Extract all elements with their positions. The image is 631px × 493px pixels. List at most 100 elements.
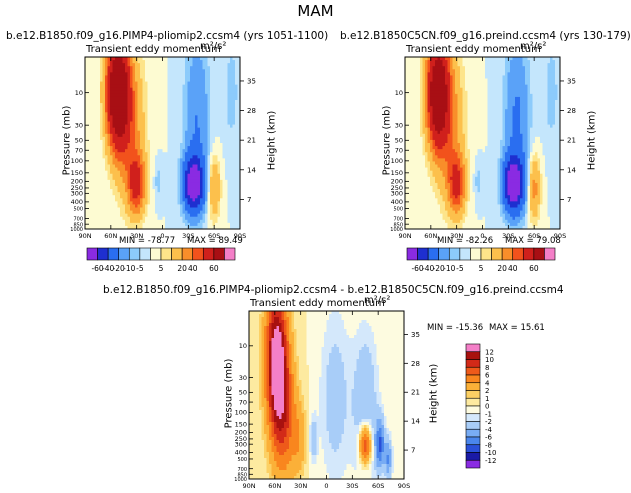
field-cell bbox=[235, 152, 238, 156]
field-cell bbox=[110, 222, 113, 227]
field-cell bbox=[95, 75, 98, 79]
field-cell bbox=[162, 124, 166, 129]
field-cell bbox=[457, 204, 461, 208]
field-cell bbox=[110, 167, 113, 172]
field-cell bbox=[460, 118, 463, 122]
field-cell bbox=[227, 139, 231, 144]
field-cell bbox=[152, 127, 156, 132]
field-cell bbox=[122, 161, 126, 165]
field-cell bbox=[462, 96, 466, 101]
field-cell bbox=[105, 136, 108, 141]
field-cell bbox=[210, 96, 213, 101]
field-cell bbox=[130, 103, 133, 107]
field-cell bbox=[195, 152, 198, 156]
field-cell bbox=[442, 124, 446, 129]
field-cell bbox=[170, 69, 173, 73]
field-cell bbox=[465, 81, 468, 86]
field-cell bbox=[135, 219, 138, 224]
field-cell bbox=[457, 170, 461, 175]
field-cell bbox=[427, 66, 431, 70]
field-cell bbox=[452, 204, 456, 208]
field-cell bbox=[175, 130, 178, 135]
field-cell bbox=[155, 179, 158, 184]
field-cell bbox=[112, 121, 116, 125]
field-cell bbox=[162, 170, 166, 175]
field-cell bbox=[420, 143, 423, 147]
field-cell bbox=[427, 143, 431, 147]
field-cell bbox=[230, 164, 233, 168]
field-cell bbox=[437, 75, 441, 79]
field-cell bbox=[210, 139, 213, 144]
field-cell bbox=[102, 87, 106, 92]
field-cell bbox=[465, 216, 468, 221]
field-cell bbox=[432, 189, 436, 193]
field-cell bbox=[122, 143, 126, 147]
field-cell bbox=[167, 195, 171, 199]
field-cell bbox=[457, 198, 461, 202]
field-cell bbox=[152, 204, 156, 208]
field-cell bbox=[452, 127, 456, 132]
field-cell bbox=[125, 109, 128, 113]
field-cell bbox=[460, 204, 463, 208]
field-cell bbox=[127, 90, 131, 95]
field-cell bbox=[457, 81, 461, 86]
field-cell bbox=[217, 81, 221, 86]
field-cell bbox=[175, 136, 178, 141]
field-cell bbox=[237, 124, 241, 129]
field-cell bbox=[120, 127, 123, 132]
field-cell bbox=[165, 198, 168, 202]
field-cell bbox=[425, 63, 428, 67]
field-cell bbox=[235, 106, 238, 110]
field-cell bbox=[202, 182, 206, 187]
field-cell bbox=[440, 213, 443, 218]
field-cell bbox=[422, 152, 426, 156]
field-cell bbox=[177, 225, 181, 230]
field-cell bbox=[465, 100, 468, 104]
field-cell bbox=[97, 103, 101, 107]
field-cell bbox=[132, 210, 136, 215]
field-cell bbox=[105, 146, 108, 150]
field-cell bbox=[122, 167, 126, 172]
field-cell bbox=[152, 133, 156, 138]
field-cell bbox=[190, 219, 193, 224]
field-cell bbox=[115, 222, 118, 227]
field-cell bbox=[95, 103, 98, 107]
field-cell bbox=[147, 161, 151, 165]
field-cell bbox=[430, 146, 433, 150]
field-cell bbox=[237, 112, 241, 116]
field-cell bbox=[150, 198, 153, 202]
field-cell bbox=[425, 124, 428, 129]
field-cell bbox=[107, 112, 111, 116]
field-cell bbox=[430, 182, 433, 187]
field-cell bbox=[205, 81, 208, 86]
field-cell bbox=[210, 69, 213, 73]
field-cell bbox=[197, 90, 201, 95]
field-cell bbox=[220, 78, 223, 82]
field-cell bbox=[187, 173, 191, 178]
field-cell bbox=[200, 109, 203, 113]
field-cell bbox=[220, 155, 223, 159]
field-cell bbox=[467, 139, 471, 144]
field-cell bbox=[227, 158, 231, 162]
field-cell bbox=[152, 146, 156, 150]
field-cell bbox=[412, 176, 416, 181]
field-cell bbox=[160, 109, 163, 113]
field-cell bbox=[467, 109, 471, 113]
field-cell bbox=[162, 204, 166, 208]
field-cell bbox=[137, 207, 141, 211]
field-cell bbox=[195, 222, 198, 227]
field-cell bbox=[235, 69, 238, 73]
field-cell bbox=[222, 170, 226, 175]
field-cell bbox=[205, 155, 208, 159]
field-cell bbox=[442, 75, 446, 79]
field-cell bbox=[152, 155, 156, 159]
field-cell bbox=[237, 225, 241, 230]
field-cell bbox=[450, 60, 453, 64]
field-cell bbox=[227, 66, 231, 70]
field-cell bbox=[225, 204, 228, 208]
field-cell bbox=[87, 87, 91, 92]
field-cell bbox=[137, 195, 141, 199]
field-cell bbox=[200, 118, 203, 122]
field-cell bbox=[187, 222, 191, 227]
field-cell bbox=[112, 96, 116, 101]
